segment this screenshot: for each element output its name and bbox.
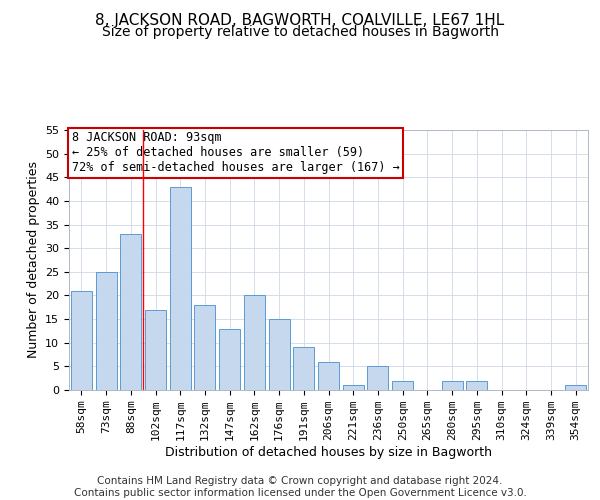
Bar (219, 328, 240, 390)
Text: 8, JACKSON ROAD, BAGWORTH, COALVILLE, LE67 1HL: 8, JACKSON ROAD, BAGWORTH, COALVILLE, LE… (95, 12, 505, 28)
Bar (95, 272, 116, 390)
Bar (392, 380, 413, 390)
X-axis label: Distribution of detached houses by size in Bagworth: Distribution of detached houses by size … (165, 446, 492, 459)
Bar (71, 290, 92, 390)
Bar (318, 362, 339, 390)
Bar (145, 310, 166, 390)
Bar (343, 386, 364, 390)
Bar (120, 234, 141, 390)
Bar (565, 386, 586, 390)
Y-axis label: Number of detached properties: Number of detached properties (26, 162, 40, 358)
Bar (367, 366, 388, 390)
Text: Size of property relative to detached houses in Bagworth: Size of property relative to detached ho… (101, 25, 499, 39)
Bar (466, 380, 487, 390)
Text: Contains HM Land Registry data © Crown copyright and database right 2024.
Contai: Contains HM Land Registry data © Crown c… (74, 476, 526, 498)
Bar (442, 380, 463, 390)
Bar (194, 305, 215, 390)
Bar (244, 296, 265, 390)
Bar (269, 319, 290, 390)
Bar (293, 348, 314, 390)
Text: 8 JACKSON ROAD: 93sqm
← 25% of detached houses are smaller (59)
72% of semi-deta: 8 JACKSON ROAD: 93sqm ← 25% of detached … (71, 132, 400, 174)
Bar (170, 186, 191, 390)
